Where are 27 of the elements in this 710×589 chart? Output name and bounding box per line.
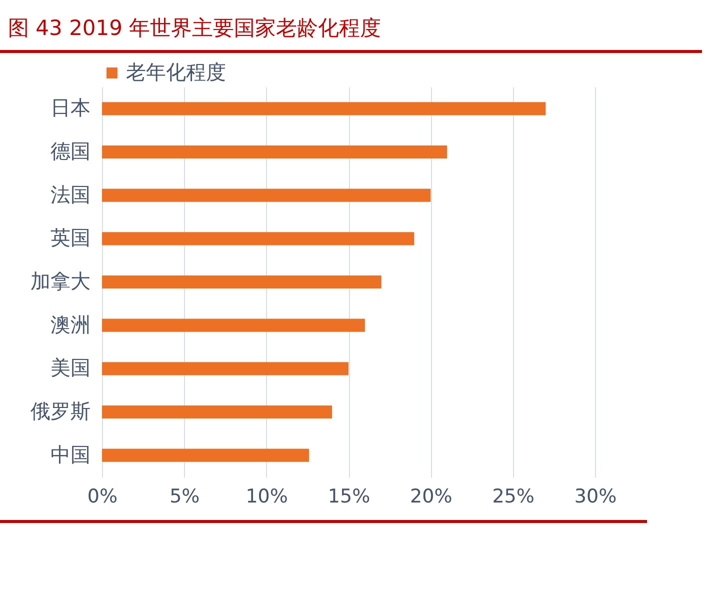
- bar: [102, 145, 448, 159]
- y-tick-label: 中国: [50, 442, 90, 466]
- x-tick-label: 5%: [170, 486, 200, 508]
- y-tick-label: 澳洲: [50, 312, 90, 336]
- x-tick-label: 10%: [246, 486, 288, 508]
- y-tick-label: 法国: [50, 182, 90, 206]
- x-tick-label: 25%: [492, 486, 534, 508]
- x-tick-label: 30%: [574, 486, 617, 508]
- y-tick-label: 加拿大: [30, 269, 90, 293]
- y-tick-label: 美国: [50, 356, 90, 380]
- y-tick-label: 日本: [50, 96, 90, 120]
- bar: [102, 405, 332, 419]
- x-tick-label: 0%: [87, 486, 118, 508]
- bar: [102, 318, 365, 332]
- bar: [102, 275, 382, 289]
- bar: [102, 188, 431, 202]
- bar: [102, 102, 546, 116]
- bar: [102, 448, 310, 462]
- x-tick-label: 15%: [328, 486, 370, 508]
- legend-label: 老年化程度: [126, 60, 226, 84]
- bar: [102, 362, 348, 376]
- y-tick-label: 俄罗斯: [30, 399, 90, 423]
- x-tick-label: 20%: [410, 486, 452, 508]
- y-tick-label: 英国: [50, 226, 90, 250]
- bar: [102, 232, 414, 246]
- y-tick-label: 德国: [50, 139, 90, 163]
- chart-title: 图 43 2019 年世界主要国家老龄化程度: [0, 0, 702, 53]
